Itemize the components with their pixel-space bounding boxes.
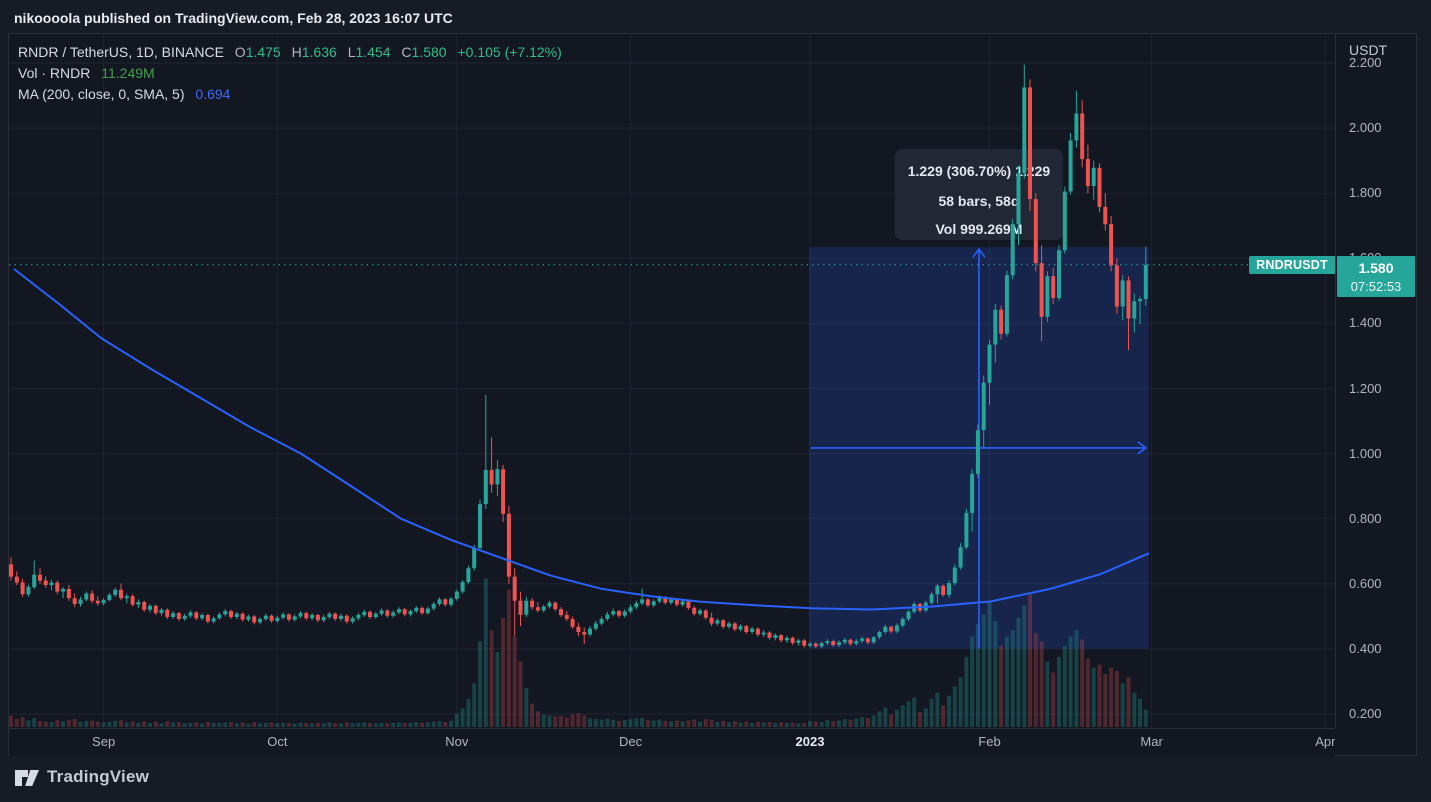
price-tick-label: 0.800 [1349,510,1382,526]
time-tick-label: Apr [1315,734,1335,749]
close-label: C [401,44,412,60]
time-tick-label: Oct [267,734,288,749]
ma-value: 0.694 [195,86,231,102]
low-label: L [347,44,356,60]
legend-ma-row: MA (200, close, 0, SMA, 5) 0.694 [18,84,562,105]
time-tick-label: Feb [978,734,1001,749]
price-scale[interactable]: USDT 2.2002.0001.8001.6001.4001.2001.000… [1335,34,1416,728]
ma-label[interactable]: MA (200, close, 0, SMA, 5) [18,86,185,102]
candlestick-chart: 1.229 (306.70%) 1.229 58 bars, 58d Vol 999… [9,34,1335,728]
published-header: nikoooola published on TradingView.com, … [14,10,453,26]
change-value: +0.105 (+7.12%) [457,44,562,60]
svg-text:58 bars, 58d: 58 bars, 58d [938,193,1019,209]
high-label: H [291,44,302,60]
symbol-title[interactable]: RNDR / TetherUS, 1D, BINANCE [18,44,224,60]
price-tick-label: 1.400 [1349,315,1382,331]
tradingview-logo-icon [15,769,39,786]
close-value: 1.580 [411,44,447,60]
svg-text:Vol 999.269M: Vol 999.269M [935,221,1022,237]
time-tick-label: Sep [92,734,116,749]
price-tick-label: 2.200 [1349,55,1382,70]
svg-text:1.229 (306.70%) 1.229: 1.229 (306.70%) 1.229 [908,163,1051,179]
time-tick-label: Nov [445,734,469,749]
low-value: 1.454 [355,44,391,60]
chart-legend: RNDR / TetherUS, 1D, BINANCE O1.475 H1.6… [18,42,562,105]
bar-close-countdown: 07:52:53 [1350,278,1402,294]
time-tick-label: Mar [1140,734,1163,749]
ma200-line [13,268,1150,611]
price-tick-label: 2.000 [1349,120,1382,136]
volume-value: 11.249M [101,65,155,81]
price-tick-label: 0.400 [1349,640,1382,656]
symbol-price-flag[interactable]: RNDRUSDT [1249,255,1335,274]
price-tick-label: 1.000 [1349,445,1382,461]
high-value: 1.636 [301,44,337,60]
volume-label[interactable]: Vol · RNDR [18,65,91,81]
open-label: O [234,44,246,60]
price-tick-label: 0.200 [1349,706,1382,721]
last-price-value: 1.580 [1358,259,1394,276]
open-value: 1.475 [245,44,281,60]
price-tick-label: 0.600 [1349,575,1382,591]
candlestick-series [9,64,1148,649]
legend-symbol-row: RNDR / TetherUS, 1D, BINANCE O1.475 H1.6… [18,42,562,63]
time-tick-label: Dec [618,734,643,749]
time-scale[interactable]: Sep Oct Nov Dec 2023 Feb Mar Apr [9,728,1335,756]
chart-frame: 1.229 (306.70%) 1.229 58 bars, 58d Vol 999… [8,33,1417,756]
tradingview-footer[interactable]: TradingView [14,763,149,791]
price-tick-label: 1.200 [1349,380,1382,396]
range-tooltip: 1.229 (306.70%) 1.229 58 bars, 58d Vol 999… [894,149,1063,240]
tradingview-brand-text: TradingView [47,767,150,786]
currency-label[interactable]: USDT [1349,42,1388,58]
legend-volume-row: Vol · RNDR 11.249M [18,63,562,84]
last-price-label: 1.580 07:52:53 [1337,255,1415,297]
price-chart-plot[interactable]: 1.229 (306.70%) 1.229 58 bars, 58d Vol 999… [9,34,1335,728]
price-tick-label: 1.800 [1349,185,1382,201]
time-tick-label: 2023 [795,734,825,749]
